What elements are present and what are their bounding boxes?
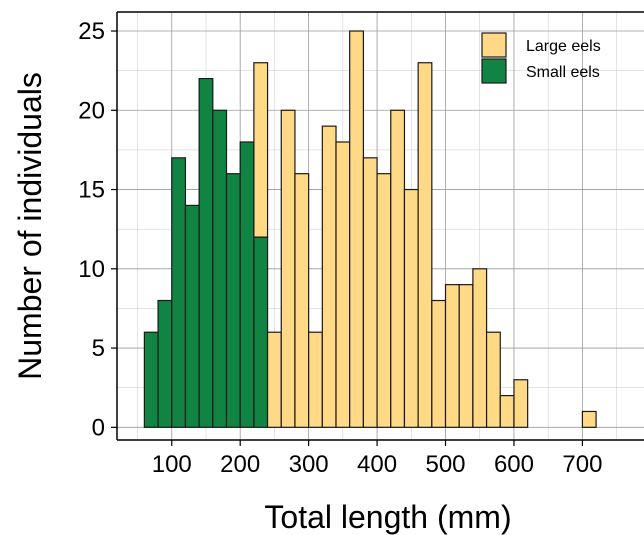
y-tick-labels: 0 5 10 15 20 25 xyxy=(78,18,105,441)
bars-group xyxy=(143,30,597,428)
bar-large-eels xyxy=(472,268,488,428)
bar-large-eels xyxy=(513,379,529,428)
y-axis-title: Number of individuals xyxy=(12,72,48,380)
legend-swatch xyxy=(481,32,507,58)
bar-small-eels xyxy=(239,141,255,428)
bar-small-eels xyxy=(198,77,214,428)
bar-large-eels xyxy=(458,284,474,428)
x-tick-label: 300 xyxy=(289,451,329,478)
bar-large-eels xyxy=(390,109,406,428)
legend: Large eels Small eels xyxy=(481,32,601,84)
bar-small-eels xyxy=(143,331,159,428)
bar-large-eels xyxy=(349,30,364,428)
bar-large-eels xyxy=(253,62,269,238)
bar-large-eels xyxy=(485,331,501,428)
y-tick-label: 20 xyxy=(78,97,105,124)
bar-large-eels xyxy=(376,173,392,428)
legend-label: Small eels xyxy=(526,64,600,81)
bar-small-eels xyxy=(171,157,187,428)
y-tick-label: 25 xyxy=(78,18,105,45)
y-tick-label: 0 xyxy=(92,414,105,441)
bar-large-eels xyxy=(581,410,597,428)
bar-large-eels xyxy=(321,125,337,428)
x-tick-label: 700 xyxy=(562,451,602,478)
bar-small-eels xyxy=(157,299,173,428)
legend-label: Large eels xyxy=(526,38,601,55)
y-tick-label: 5 xyxy=(92,335,105,362)
legend-swatch xyxy=(481,58,507,84)
bar-large-eels xyxy=(335,141,351,428)
x-tick-label: 100 xyxy=(152,451,192,478)
bar-large-eels xyxy=(266,331,282,428)
bar-large-eels xyxy=(308,331,323,428)
x-tick-label: 600 xyxy=(494,451,534,478)
bar-large-eels xyxy=(417,62,433,428)
bar-small-eels xyxy=(212,109,228,428)
bar-large-eels xyxy=(499,395,515,428)
x-axis-title: Total length (mm) xyxy=(264,499,511,535)
bar-large-eels xyxy=(280,109,296,428)
x-tick-label: 400 xyxy=(357,451,397,478)
bar-small-eels xyxy=(184,204,200,428)
bar-small-eels xyxy=(225,173,241,428)
bar-large-eels xyxy=(431,299,447,428)
x-tick-label: 200 xyxy=(220,451,260,478)
bar-large-eels xyxy=(403,188,419,428)
bar-large-eels xyxy=(294,173,310,428)
bar-large-eels xyxy=(362,157,378,428)
x-tick-labels: 100 200 300 400 500 600 700 xyxy=(152,451,603,478)
bar-large-eels xyxy=(444,284,460,428)
y-tick-label: 15 xyxy=(78,177,105,204)
bar-small-eels xyxy=(253,236,269,428)
y-tick-label: 10 xyxy=(78,256,105,283)
x-tick-label: 500 xyxy=(425,451,465,478)
axes-group xyxy=(111,11,644,446)
